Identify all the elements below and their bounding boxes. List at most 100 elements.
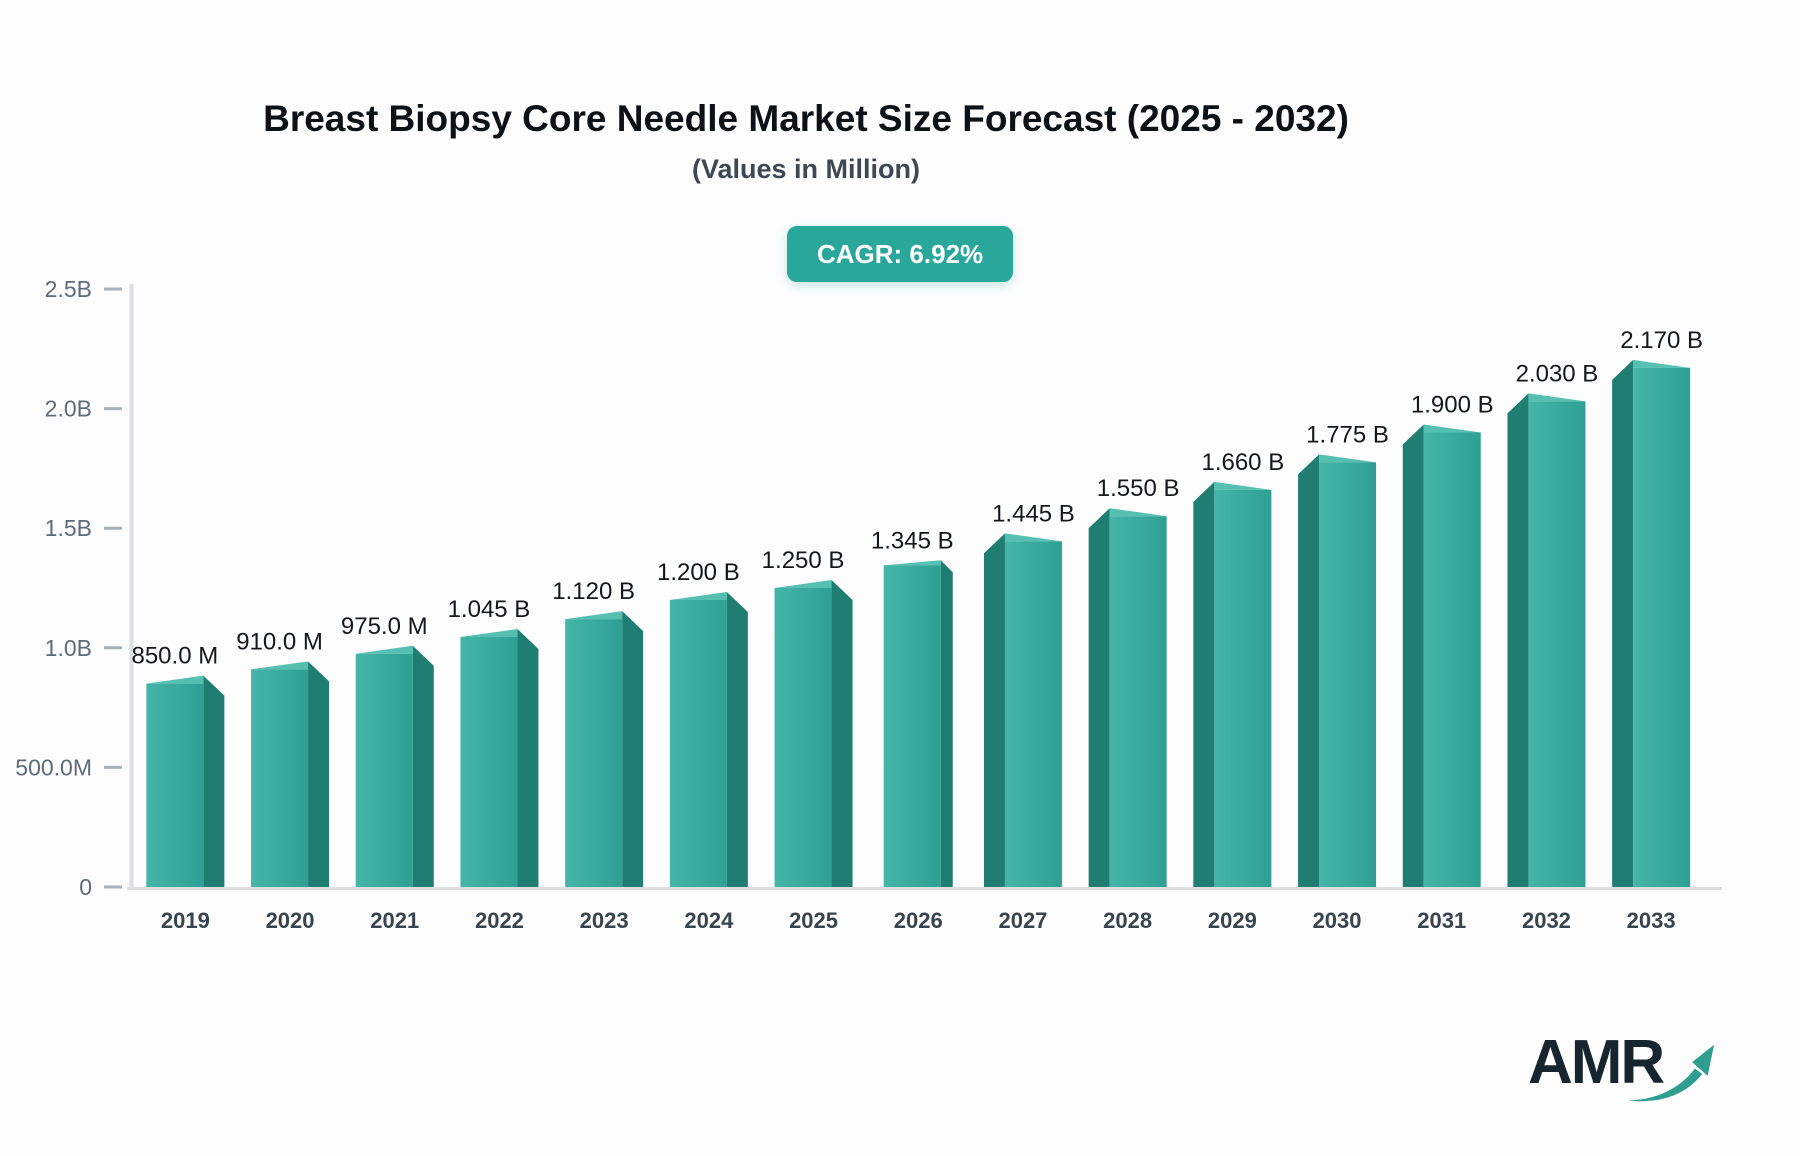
bar-value-label: 850.0 M xyxy=(131,643,218,670)
x-tick-label: 2025 xyxy=(789,908,838,933)
bar-front xyxy=(1214,489,1272,887)
bar-2033[interactable] xyxy=(1612,359,1691,887)
chart-header: Breast Biopsy Core Needle Market Size Fo… xyxy=(0,0,1612,185)
bar-2026[interactable] xyxy=(883,560,953,887)
x-tick-label: 2023 xyxy=(580,908,629,933)
amr-logo-text: AMR xyxy=(1528,1028,1665,1097)
bar-top xyxy=(774,580,832,588)
x-tick-label: 2027 xyxy=(998,908,1047,933)
bar-value-label: 1.660 B xyxy=(1201,449,1284,476)
bar-top xyxy=(146,675,204,684)
x-tick-label: 2031 xyxy=(1417,908,1466,933)
bar-value-label: 1.250 B xyxy=(762,547,845,574)
bar-front xyxy=(883,565,941,887)
bar-top xyxy=(1004,533,1062,542)
y-tick-label: 1.5B xyxy=(45,515,92,541)
chart-subtitle: (Values in Million) xyxy=(691,154,921,184)
bar-front xyxy=(1633,367,1691,887)
bar-side xyxy=(308,661,330,887)
bar-2021[interactable] xyxy=(355,645,434,887)
bar-front xyxy=(355,653,413,887)
bar-front xyxy=(565,619,623,887)
bar-value-label: 1.345 B xyxy=(871,527,954,554)
y-tick-label: 0 xyxy=(79,874,92,900)
bar-value-label: 2.030 B xyxy=(1516,360,1599,387)
x-tick-label: 2028 xyxy=(1103,908,1152,933)
bar-side xyxy=(1298,454,1320,887)
bar-front xyxy=(1319,462,1377,887)
bar-side xyxy=(1507,393,1529,887)
bar-value-label: 1.120 B xyxy=(552,578,635,605)
bar-2028[interactable] xyxy=(1088,508,1167,887)
bar-front xyxy=(1109,516,1167,887)
bar-side xyxy=(726,591,748,887)
bar-front xyxy=(460,637,518,887)
bar-front xyxy=(1004,541,1062,887)
x-tick-label: 2021 xyxy=(370,908,419,933)
bar-top xyxy=(1633,359,1691,368)
bar-side xyxy=(412,645,434,887)
x-tick-label: 2032 xyxy=(1522,908,1571,933)
y-tick-label: 2.0B xyxy=(45,396,92,422)
x-tick-label: 2029 xyxy=(1208,908,1257,933)
bar-top xyxy=(251,661,309,670)
chart-title: Breast Biopsy Core Needle Market Size Fo… xyxy=(263,98,1349,139)
bar-2020[interactable] xyxy=(251,661,330,887)
x-tick-label: 2026 xyxy=(894,908,943,933)
bar-front xyxy=(774,588,832,887)
bar-value-label: 1.900 B xyxy=(1411,392,1494,419)
bar-value-label: 2.170 B xyxy=(1620,327,1703,354)
bar-2025[interactable] xyxy=(774,580,853,887)
bar-top xyxy=(355,645,413,654)
bar-top xyxy=(669,591,727,600)
arrow-swoosh xyxy=(1628,1068,1703,1102)
bar-2022[interactable] xyxy=(460,629,539,887)
bar-value-label: 1.045 B xyxy=(448,596,531,623)
bar-side xyxy=(517,629,539,887)
bar-side xyxy=(203,675,225,887)
bar-side xyxy=(1088,508,1110,887)
x-tick-label: 2019 xyxy=(161,908,210,933)
bar-2029[interactable] xyxy=(1193,481,1272,887)
trend-up-arrow-icon xyxy=(1628,1044,1715,1102)
x-tick-label: 2030 xyxy=(1313,908,1362,933)
arrow-head xyxy=(1692,1044,1715,1076)
bar-top xyxy=(1528,393,1586,402)
bar-side xyxy=(831,580,853,887)
y-tick-label: 2.5B xyxy=(45,276,92,302)
x-tick-label: 2020 xyxy=(266,908,315,933)
bar-2027[interactable] xyxy=(983,533,1062,887)
bar-2031[interactable] xyxy=(1402,424,1481,887)
bar-side xyxy=(622,611,644,887)
bar-top xyxy=(1423,424,1481,433)
bar-value-label: 1.200 B xyxy=(657,559,740,586)
bar-side xyxy=(940,560,953,887)
bar-top xyxy=(565,611,623,620)
bar-value-label: 1.550 B xyxy=(1097,475,1180,502)
bar-front xyxy=(669,599,727,887)
bar-front xyxy=(146,683,204,887)
bar-value-label: 975.0 M xyxy=(341,613,428,640)
bar-side xyxy=(983,533,1005,887)
bar-side xyxy=(1612,359,1634,887)
bar-2030[interactable] xyxy=(1298,454,1377,887)
bar-top xyxy=(1319,454,1377,463)
bar-front xyxy=(251,669,309,887)
bar-side xyxy=(1402,424,1424,887)
y-tick-label: 500.0M xyxy=(15,754,92,780)
amr-logo: AMR xyxy=(1528,1028,1738,1118)
bar-2023[interactable] xyxy=(565,611,644,887)
bar-2024[interactable] xyxy=(669,591,748,887)
bar-2032[interactable] xyxy=(1507,393,1586,887)
bar-top xyxy=(1109,508,1167,517)
x-tick-label: 2024 xyxy=(684,908,734,933)
x-tick-label: 2022 xyxy=(475,908,524,933)
cagr-badge: CAGR: 6.92% xyxy=(787,226,1014,282)
bar-front xyxy=(1423,432,1481,887)
bar-front xyxy=(1528,401,1586,887)
bar-side xyxy=(1193,481,1215,887)
bar-2019[interactable] xyxy=(146,675,225,887)
bar-top xyxy=(883,560,941,566)
